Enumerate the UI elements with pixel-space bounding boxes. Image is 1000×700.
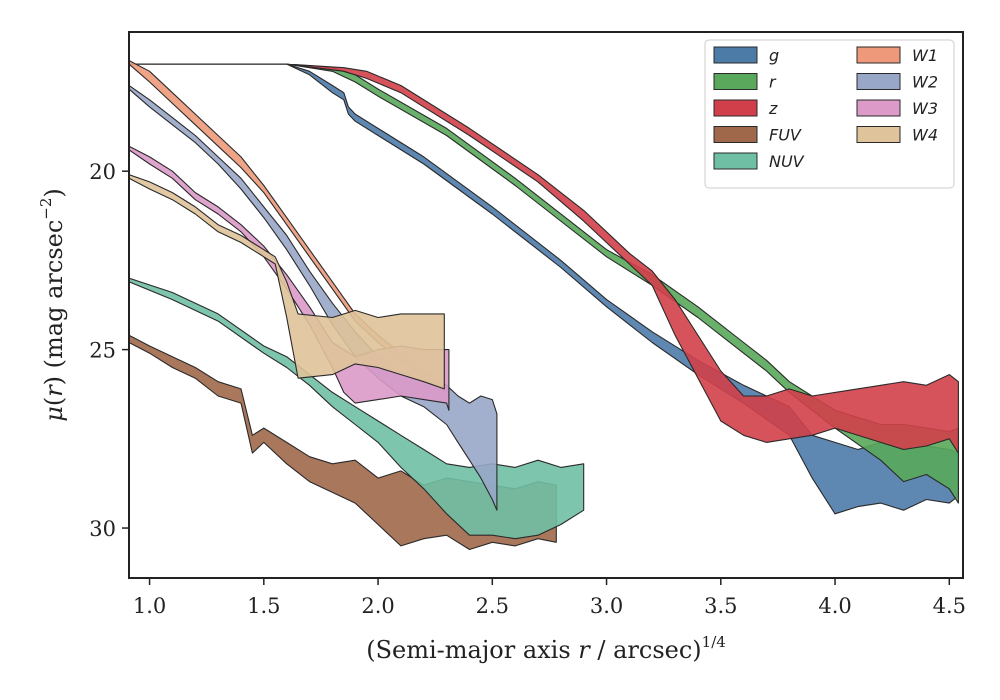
y-axis: 20 25 30 <box>89 160 129 541</box>
x-axis: 1.0 1.5 2.0 2.5 3.0 3.5 4.0 4.5 <box>133 578 966 618</box>
y-axis-label-variable: r <box>40 384 68 397</box>
y-axis-label-open: ( <box>40 397 68 406</box>
series-band-z <box>129 63 959 454</box>
legend-label-w4: W4 <box>912 126 938 145</box>
x-tick-label: 4.5 <box>933 594 966 618</box>
legend-swatch-z <box>713 99 758 117</box>
x-axis-label-variable: r <box>578 636 591 664</box>
x-tick-label: 2.5 <box>476 594 509 618</box>
legend-label-z: z <box>768 99 778 118</box>
x-axis-label-exponent: 1/4 <box>702 633 726 651</box>
legend-swatch-r <box>713 73 758 90</box>
series-layer <box>129 59 959 551</box>
legend-label-w2: W2 <box>912 73 938 92</box>
y-tick-label: 20 <box>89 160 116 184</box>
legend: grz FUV NUV W1 W2 W3 W4 <box>704 39 955 189</box>
legend-swatch-g <box>713 46 758 64</box>
legend-swatch-w1 <box>856 46 901 64</box>
x-tick-label: 2.0 <box>361 594 394 618</box>
legend-label-g: g <box>769 46 779 65</box>
x-tick-label: 1.0 <box>133 594 166 618</box>
y-tick-label: 25 <box>89 339 116 363</box>
x-axis-label: (Semi-major axis r / arcsec)1/4 <box>366 633 726 664</box>
series-band-r <box>129 63 959 504</box>
series-band-w4 <box>129 174 445 390</box>
x-tick-label: 3.0 <box>590 594 623 618</box>
y-axis-label: μ(r) (mag arcsec−2) <box>37 188 68 422</box>
legend-swatch-w3 <box>856 99 901 117</box>
legend-label-w1: W1 <box>912 46 938 65</box>
x-axis-label-unit: / arcsec) <box>590 636 702 664</box>
y-axis-label-close: ) <box>40 188 68 197</box>
plot-frame <box>128 31 964 579</box>
x-tick-label: 1.5 <box>247 594 280 618</box>
series-band-w2 <box>129 84 498 511</box>
x-tick-label: 3.5 <box>704 594 737 618</box>
legend-swatch-fuv <box>713 126 758 143</box>
x-axis-label-text: (Semi-major axis <box>366 636 578 664</box>
legend-swatch-w4 <box>856 126 901 143</box>
legend-label-w3: W3 <box>912 99 938 118</box>
legend-label-fuv: FUV <box>769 126 802 145</box>
legend-swatch-nuv <box>713 152 758 170</box>
legend-label-r: r <box>769 73 777 92</box>
legend-label-nuv: NUV <box>769 152 805 171</box>
y-axis-label-unit: ) (mag arcsec <box>40 220 68 386</box>
series-band-w3 <box>129 145 450 411</box>
legend-swatch-w2 <box>856 73 901 90</box>
y-axis-label-symbol: μ <box>40 406 68 422</box>
series-band-nuv <box>129 277 585 540</box>
y-axis-label-exponent: −2 <box>37 198 55 220</box>
x-tick-label: 4.0 <box>818 594 851 618</box>
y-tick-label: 30 <box>89 517 116 541</box>
